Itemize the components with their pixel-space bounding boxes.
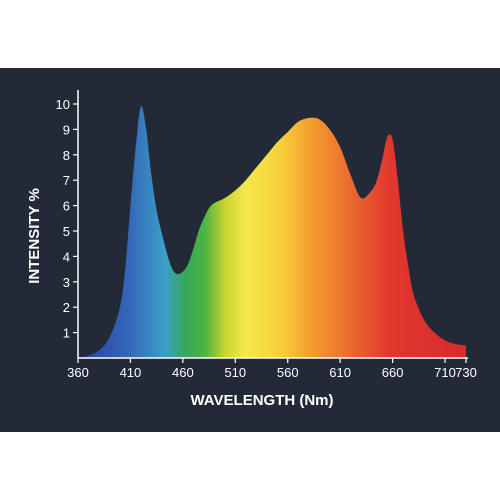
y-tick-label: 1 xyxy=(63,326,70,341)
x-tick-label: 710 xyxy=(434,365,456,380)
x-tick-label: 510 xyxy=(224,365,246,380)
x-axis-title: WAVELENGTH (Nm) xyxy=(190,392,333,409)
y-tick-label: 6 xyxy=(63,199,70,214)
chart-panel: 360 410 460 510 560 610 660 710 730 1 2 3 4 5 6 7 8 9 10 … xyxy=(0,68,500,432)
y-tick-label: 8 xyxy=(63,148,70,163)
y-tick-label: 5 xyxy=(63,224,70,239)
spectrum-chart: 360 410 460 510 560 610 660 710 730 12345678910 … xyxy=(26,90,477,409)
x-tick-label: 460 xyxy=(172,365,194,380)
x-tick-label: 660 xyxy=(382,365,404,380)
y-tick-label: 3 xyxy=(63,275,70,290)
x-tick-label: 560 xyxy=(277,365,299,380)
spectrum-area xyxy=(78,106,466,358)
x-tick-label: 410 xyxy=(120,365,142,380)
x-tick-label: 610 xyxy=(329,365,351,380)
y-tick-label: 10 xyxy=(56,97,70,112)
y-tick-label: 4 xyxy=(63,249,70,264)
y-axis-title: INTENSITY % xyxy=(26,188,43,284)
y-tick-label: 7 xyxy=(63,173,70,188)
x-tick-label: 730 xyxy=(455,365,477,380)
x-tick-label: 360 xyxy=(67,365,89,380)
y-tick-label: 2 xyxy=(63,300,70,315)
y-tick-label: 9 xyxy=(63,122,70,137)
